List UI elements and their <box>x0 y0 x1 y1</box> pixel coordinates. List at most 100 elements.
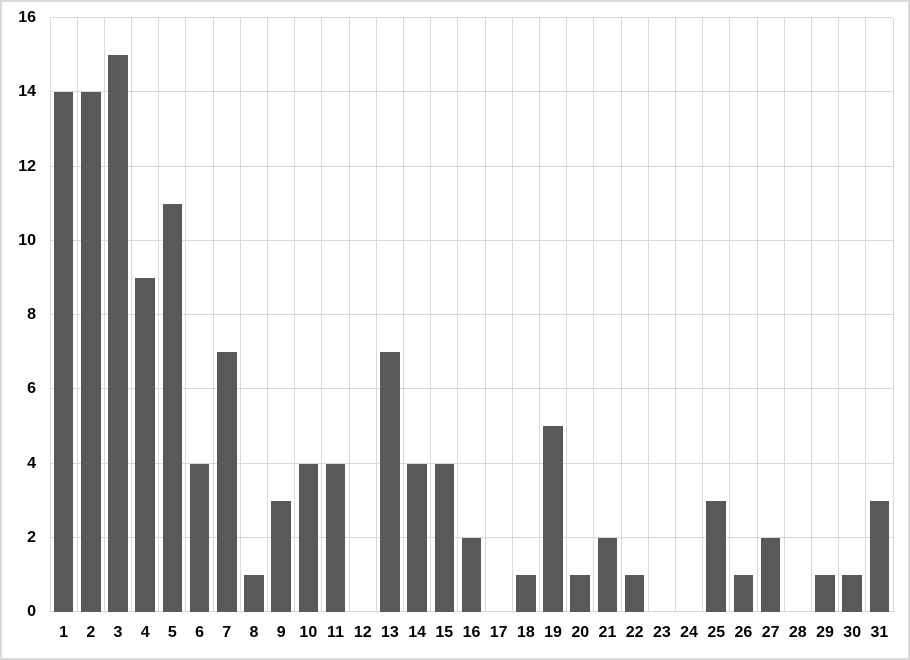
bar-day-27 <box>760 537 781 612</box>
x-axis-tick-label: 4 <box>140 624 150 641</box>
bar-day-6 <box>189 463 210 612</box>
bar-day-15 <box>434 463 455 612</box>
x-axis-tick-label: 18 <box>516 624 535 641</box>
bar-day-16 <box>461 537 482 612</box>
y-axis-tick-label: 0 <box>27 603 36 620</box>
h-gridline <box>50 388 893 390</box>
v-gridline <box>538 18 540 612</box>
v-gridline <box>375 18 377 612</box>
x-axis-tick-label: 31 <box>870 624 889 641</box>
x-axis-tick-label: 14 <box>408 624 426 641</box>
bar-day-3 <box>108 55 128 612</box>
v-gridline <box>131 18 133 612</box>
x-axis-tick-label: 16 <box>462 624 481 641</box>
v-gridline <box>321 18 323 612</box>
h-gridline <box>50 17 893 18</box>
x-axis-tick-label: 5 <box>167 624 177 641</box>
y-axis-tick-label: 10 <box>18 231 36 249</box>
bar-day-18 <box>516 574 536 612</box>
x-axis-tick-label: 22 <box>625 624 644 641</box>
v-gridline <box>729 18 731 612</box>
y-axis-tick-label: 6 <box>27 380 36 398</box>
h-gridline <box>50 314 893 315</box>
x-axis-tick-label: 30 <box>843 624 862 641</box>
y-axis-tick-label: 2 <box>27 528 36 546</box>
v-gridline <box>892 18 894 612</box>
x-axis-tick-label: 10 <box>299 624 318 641</box>
y-axis-tick-label: 12 <box>18 157 36 175</box>
bar-day-9 <box>271 500 291 612</box>
bar-day-25 <box>706 500 727 612</box>
y-axis-tick-label: 4 <box>27 454 36 472</box>
x-axis-tick-label: 21 <box>598 624 617 641</box>
y-axis-tick-label: 8 <box>27 306 36 323</box>
h-gridline <box>50 165 893 167</box>
v-gridline <box>865 18 867 612</box>
y-axis: 0 2 4 6 8 10 12 14 16 <box>0 10 36 620</box>
h-gridline <box>50 239 893 241</box>
bar-day-22 <box>624 574 645 612</box>
v-gridline <box>158 18 160 612</box>
x-axis-tick-label: 1 <box>59 624 69 641</box>
bar-day-7 <box>216 352 237 612</box>
v-gridline <box>457 18 459 612</box>
bar-day-10 <box>298 463 319 612</box>
v-gridline <box>783 18 785 612</box>
v-gridline <box>212 18 214 612</box>
bar-day-1 <box>53 92 74 612</box>
v-gridline <box>49 18 51 612</box>
bar-day-30 <box>842 574 862 612</box>
x-axis-tick-label: 15 <box>435 624 454 641</box>
x-axis-tick-label: 2 <box>86 624 96 641</box>
v-gridline <box>647 18 649 612</box>
v-gridline <box>511 18 513 612</box>
x-axis-tick-label: 24 <box>680 624 698 641</box>
v-gridline <box>810 18 812 612</box>
x-axis-tick-label: 27 <box>761 624 780 641</box>
bar-day-14 <box>407 463 427 612</box>
plot-area <box>49 17 894 612</box>
bar-day-20 <box>570 574 591 612</box>
v-gridline <box>484 18 486 612</box>
v-gridline <box>566 18 568 612</box>
bar-day-11 <box>325 463 346 612</box>
bar-day-4 <box>135 277 155 612</box>
y-axis-tick-label: 14 <box>18 83 36 101</box>
v-gridline <box>403 18 405 612</box>
v-gridline <box>103 18 105 612</box>
x-axis-tick-label: 9 <box>276 624 286 641</box>
bar-day-5 <box>162 203 183 612</box>
v-gridline <box>267 18 269 612</box>
bar-day-29 <box>815 574 835 612</box>
v-gridline <box>756 18 758 612</box>
x-axis-tick-label: 19 <box>544 624 562 641</box>
y-axis-tick-label: 16 <box>18 9 36 26</box>
bar-day-8 <box>244 574 264 612</box>
v-gridline <box>76 18 78 612</box>
v-gridline <box>620 18 622 612</box>
bar-day-13 <box>380 352 400 612</box>
x-axis-tick-label: 25 <box>707 624 726 641</box>
x-axis-tick-label: 17 <box>489 624 508 641</box>
x-axis: 1 2 3 4 5 6 7 8 9 10 11 12 13 14 15 16 17 18 19 20 21 22 23 24 2… <box>50 622 893 652</box>
v-gridline <box>674 18 676 612</box>
x-axis-tick-label: 6 <box>195 624 204 641</box>
bar-day-19 <box>543 426 563 612</box>
v-gridline <box>185 18 187 612</box>
x-axis-tick-label: 11 <box>327 624 344 641</box>
v-gridline <box>838 18 840 612</box>
x-axis-tick-label: 20 <box>571 624 590 641</box>
x-axis-tick-label: 12 <box>353 624 372 641</box>
x-axis-tick-label: 26 <box>734 624 753 641</box>
v-gridline <box>702 18 704 612</box>
x-axis-tick-label: 13 <box>381 624 399 641</box>
x-axis-tick-label: 8 <box>249 624 259 641</box>
x-axis-tick-label: 23 <box>652 624 671 641</box>
bar-day-31 <box>869 500 890 612</box>
x-axis-tick-label: 3 <box>113 624 123 641</box>
v-gridline <box>593 18 595 612</box>
bar-day-21 <box>597 537 618 612</box>
v-gridline <box>348 18 350 612</box>
v-gridline <box>430 18 432 612</box>
